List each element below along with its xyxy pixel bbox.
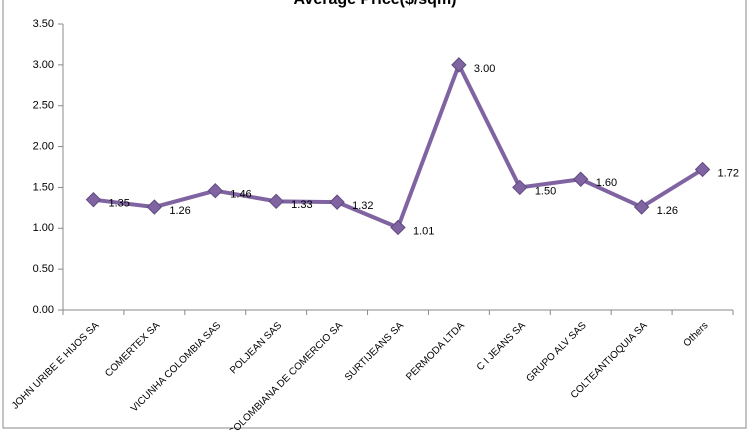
- data-label: 1.50: [535, 185, 556, 197]
- data-label: 1.26: [657, 205, 678, 217]
- data-label: 1.46: [230, 189, 251, 201]
- point-marker: [451, 57, 467, 73]
- point-marker: [207, 182, 223, 199]
- y-tick-label: 2.00: [33, 140, 54, 152]
- point-marker: [573, 171, 589, 187]
- data-label: 1.01: [413, 225, 434, 237]
- y-tick-label: 1.00: [33, 222, 54, 234]
- data-label: 1.33: [291, 199, 312, 211]
- data-label: 1.60: [596, 177, 617, 189]
- y-tick-label: 3.00: [33, 59, 54, 71]
- point-marker: [390, 219, 406, 236]
- y-tick-label: 1.50: [33, 181, 54, 193]
- point-marker: [512, 179, 528, 196]
- chart-title: Average Price($/sqm): [293, 0, 456, 8]
- point-marker: [329, 194, 345, 210]
- y-tick-label: 0.50: [33, 263, 54, 275]
- data-label: 3.00: [474, 63, 495, 75]
- point-marker: [694, 161, 711, 178]
- data-label: 1.72: [718, 167, 739, 179]
- point-marker: [85, 191, 102, 208]
- y-tick-label: 0.00: [33, 304, 54, 316]
- point-marker: [268, 193, 284, 210]
- data-label: 1.32: [352, 200, 373, 212]
- point-marker: [633, 199, 650, 215]
- y-tick-label: 2.50: [33, 100, 54, 112]
- y-tick-label: 3.50: [33, 18, 54, 30]
- data-label: 1.26: [169, 205, 190, 217]
- point-marker: [146, 199, 163, 215]
- data-label: 1.35: [108, 198, 129, 210]
